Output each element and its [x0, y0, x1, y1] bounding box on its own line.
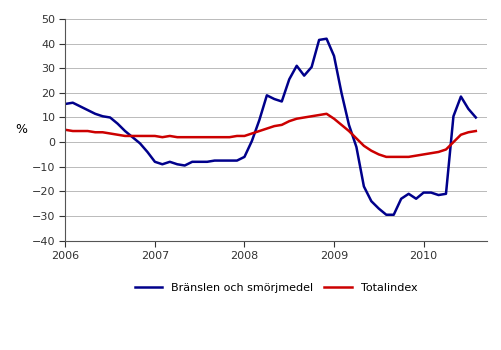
Bränslen och smörjmedel [211, 159, 217, 163]
Totalindex [62, 128, 68, 132]
Legend: Bränslen och smörjmedel, Totalindex: Bränslen och smörjmedel, Totalindex [130, 278, 421, 297]
Totalindex [338, 123, 344, 127]
Totalindex [211, 135, 217, 139]
Totalindex [382, 155, 388, 159]
Bränslen och smörjmedel [62, 102, 68, 106]
Totalindex [293, 117, 299, 121]
Totalindex [70, 129, 76, 133]
Bränslen och smörjmedel [472, 116, 478, 120]
Totalindex [390, 155, 396, 159]
Y-axis label: %: % [15, 123, 27, 136]
Totalindex [323, 112, 329, 116]
Bränslen och smörjmedel [338, 91, 344, 95]
Bränslen och smörjmedel [316, 38, 322, 42]
Totalindex [472, 129, 478, 133]
Totalindex [316, 113, 322, 117]
Bränslen och smörjmedel [382, 213, 388, 217]
Bränslen och smörjmedel [70, 100, 76, 105]
Bränslen och smörjmedel [323, 37, 329, 41]
Line: Bränslen och smörjmedel: Bränslen och smörjmedel [65, 39, 475, 215]
Bränslen och smörjmedel [390, 213, 396, 217]
Line: Totalindex: Totalindex [65, 114, 475, 157]
Bränslen och smörjmedel [293, 64, 299, 68]
